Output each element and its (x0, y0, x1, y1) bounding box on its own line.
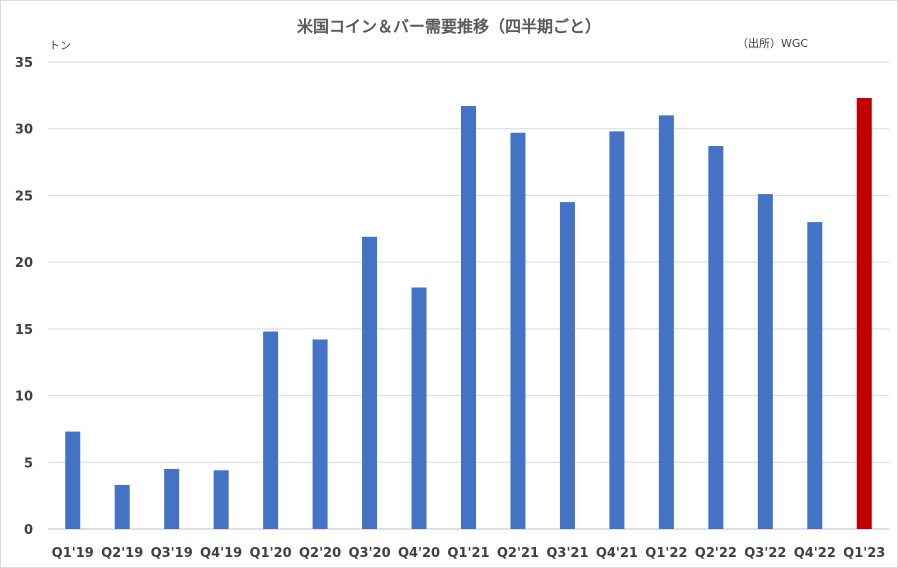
bar-Q1'23 (856, 98, 872, 530)
y-tick-label: 5 (24, 456, 33, 471)
x-tick-label: Q4'21 (596, 546, 638, 561)
bar-Q2'20 (312, 339, 328, 529)
bar-Q1'22 (658, 115, 674, 529)
bar-Q2'22 (708, 146, 724, 529)
x-tick-label: Q2'22 (695, 546, 737, 561)
x-tick-label: Q2'20 (299, 546, 341, 561)
bar-Q3'22 (757, 194, 773, 529)
bar-Q4'20 (411, 287, 427, 529)
x-axis-ticks: Q1'19 Q2'19 Q3'19 Q4'19 Q1'20 Q2'20 Q3'20 Q4'20… (52, 546, 886, 561)
bar-Q3'20 (362, 236, 378, 529)
x-tick-label: Q1'22 (645, 546, 687, 561)
x-tick-label: Q1'23 (843, 546, 885, 561)
x-tick-label: Q1'20 (250, 546, 292, 561)
y-tick-label: 25 (15, 189, 33, 204)
bar-Q3'21 (559, 202, 575, 529)
x-tick-label: Q1'19 (52, 546, 94, 561)
bar-Q1'19 (65, 431, 81, 529)
y-tick-label: 10 (15, 390, 33, 405)
bar-Q4'21 (609, 131, 625, 529)
bar-Q1'20 (263, 331, 279, 529)
y-unit-label: トン (49, 39, 71, 52)
x-tick-label: Q3'21 (546, 546, 588, 561)
bar-Q4'19 (213, 470, 229, 529)
y-tick-label: 0 (24, 523, 33, 538)
x-tick-label: Q2'19 (101, 546, 143, 561)
bar-Q3'19 (164, 468, 180, 529)
bars (65, 98, 872, 530)
x-tick-label: Q1'21 (447, 546, 489, 561)
x-tick-label: Q4'22 (794, 546, 836, 561)
x-tick-label: Q2'21 (497, 546, 539, 561)
bar-Q4'22 (807, 222, 823, 529)
y-tick-label: 20 (15, 256, 33, 271)
y-tick-label: 30 (15, 123, 33, 138)
bar-Q2'21 (510, 132, 526, 529)
y-tick-label: 15 (15, 323, 33, 338)
x-tick-label: Q3'20 (348, 546, 390, 561)
y-axis-ticks: 0 5 10 15 20 25 30 35 (15, 56, 33, 538)
bar-Q2'19 (114, 484, 130, 529)
chart-title: 米国コイン＆バー需要推移（四半期ごと） (296, 17, 601, 36)
bar-Q1'21 (461, 106, 476, 529)
x-tick-label: Q3'19 (151, 546, 193, 561)
source-label: （出所）WGC (737, 37, 809, 50)
x-tick-label: Q4'19 (200, 546, 242, 561)
y-tick-label: 35 (15, 56, 33, 71)
x-tick-label: Q4'20 (398, 546, 440, 561)
x-tick-label: Q3'22 (744, 546, 786, 561)
